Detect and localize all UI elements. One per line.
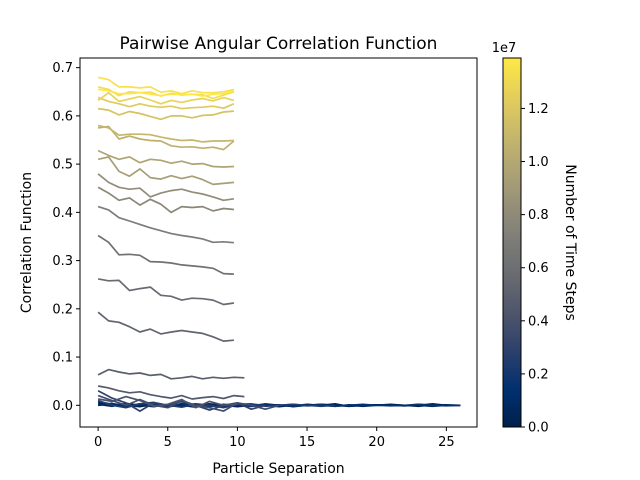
series-line-25 <box>97 76 235 95</box>
series-line-26 <box>97 88 235 97</box>
x-tick-label: 0 <box>94 435 102 450</box>
y-tick-label: 0.0 <box>52 399 73 414</box>
series-line-9 <box>97 385 245 400</box>
x-tick-label: 20 <box>368 435 385 450</box>
series-line-5 <box>97 399 335 409</box>
x-tick-label: 15 <box>299 435 316 450</box>
y-axis-ticks: 0.0 0.1 0.2 0.3 0.4 0.5 0.6 0.7 <box>52 61 80 414</box>
x-tick-label: 10 <box>229 435 246 450</box>
colorbar-ticks: 0.0 0.2 0.4 0.6 0.8 1.0 1.2 <box>521 102 549 436</box>
series-line-11 <box>97 311 234 342</box>
series-line-8 <box>97 395 238 409</box>
series-line-23 <box>97 91 235 105</box>
series-line-14 <box>97 205 234 244</box>
series-line-13 <box>97 234 234 275</box>
chart-title: Pairwise Angular Correlation Function <box>120 34 438 54</box>
colorbar <box>502 57 522 428</box>
x-tick-label: 5 <box>164 435 172 450</box>
series-line-19 <box>97 125 235 151</box>
series-line-17 <box>97 156 234 186</box>
colorbar-tick-label: 0.8 <box>528 208 549 223</box>
y-tick-label: 0.5 <box>52 158 73 173</box>
y-tick-label: 0.2 <box>52 302 73 317</box>
series-line-18 <box>97 149 234 168</box>
x-axis-ticks: 0 5 10 15 20 25 <box>94 427 455 450</box>
series-lines <box>97 76 461 412</box>
series-line-16 <box>97 173 235 202</box>
series-line-22 <box>97 96 235 110</box>
y-tick-label: 0.1 <box>52 351 73 366</box>
y-tick-label: 0.3 <box>52 254 73 269</box>
x-tick-label: 25 <box>438 435 455 450</box>
series-line-12 <box>97 278 235 306</box>
colorbar-offset-label: 1e7 <box>492 41 517 56</box>
colorbar-tick-label: 1.0 <box>528 155 549 170</box>
y-tick-label: 0.7 <box>52 61 73 76</box>
plot-frame <box>79 57 478 428</box>
series-line-10 <box>97 368 245 380</box>
x-axis-label: Particle Separation <box>212 461 344 477</box>
series-line-15 <box>97 186 234 214</box>
colorbar-tick-label: 0.2 <box>528 367 549 382</box>
y-tick-label: 0.4 <box>52 206 73 221</box>
series-line-21 <box>97 107 234 121</box>
colorbar-tick-label: 0.6 <box>528 261 549 276</box>
y-axis-label: Correlation Function <box>19 172 35 313</box>
colorbar-tick-label: 1.2 <box>528 102 549 117</box>
colorbar-label: Number of Time Steps <box>562 164 578 321</box>
y-tick-label: 0.6 <box>52 109 73 124</box>
series-line-20 <box>97 124 234 143</box>
colorbar-tick-label: 0.0 <box>528 421 549 436</box>
colorbar-tick-label: 0.4 <box>528 314 549 329</box>
